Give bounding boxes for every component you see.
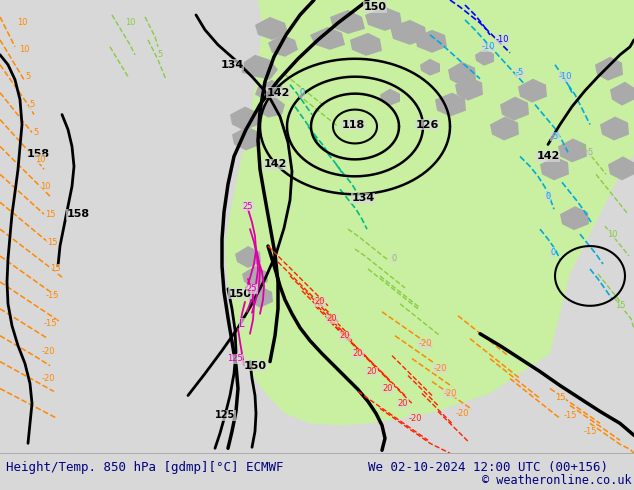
Polygon shape xyxy=(260,97,285,118)
Text: 20: 20 xyxy=(353,349,363,358)
Text: 5: 5 xyxy=(25,72,30,81)
Text: 25: 25 xyxy=(243,202,253,211)
Text: -20: -20 xyxy=(41,374,55,383)
Polygon shape xyxy=(255,17,288,40)
Polygon shape xyxy=(490,117,519,141)
Text: -15: -15 xyxy=(583,427,597,436)
Text: 125: 125 xyxy=(227,354,243,363)
Polygon shape xyxy=(558,139,587,162)
Polygon shape xyxy=(242,266,268,288)
Text: 5: 5 xyxy=(587,148,593,157)
Text: 10: 10 xyxy=(19,45,29,54)
Text: -20: -20 xyxy=(455,409,469,418)
Text: 118: 118 xyxy=(341,120,365,129)
Text: 5: 5 xyxy=(157,50,163,59)
Text: 158: 158 xyxy=(67,209,89,219)
Polygon shape xyxy=(380,89,400,105)
Polygon shape xyxy=(230,107,259,130)
Polygon shape xyxy=(350,33,382,56)
Text: 15: 15 xyxy=(47,238,57,246)
Polygon shape xyxy=(608,156,634,180)
Polygon shape xyxy=(475,49,494,66)
Text: 142: 142 xyxy=(263,159,287,170)
Polygon shape xyxy=(310,27,345,50)
Text: 142: 142 xyxy=(536,151,560,161)
Polygon shape xyxy=(420,59,440,76)
Polygon shape xyxy=(158,0,634,425)
Text: -5: -5 xyxy=(516,68,524,77)
Polygon shape xyxy=(500,97,529,121)
Polygon shape xyxy=(240,55,278,80)
Polygon shape xyxy=(455,77,483,100)
Text: 20: 20 xyxy=(327,314,337,323)
Polygon shape xyxy=(232,126,261,150)
Text: Height/Temp. 850 hPa [gdmp][°C] ECMWF: Height/Temp. 850 hPa [gdmp][°C] ECMWF xyxy=(6,462,284,474)
Polygon shape xyxy=(435,93,466,117)
Text: © weatheronline.co.uk: © weatheronline.co.uk xyxy=(482,474,631,487)
Text: 150: 150 xyxy=(363,2,387,12)
Polygon shape xyxy=(600,117,629,141)
Text: 0: 0 xyxy=(391,253,397,263)
Text: 15: 15 xyxy=(49,265,60,273)
Polygon shape xyxy=(365,7,402,31)
Text: 10: 10 xyxy=(16,19,27,27)
Polygon shape xyxy=(448,62,476,86)
Text: -20: -20 xyxy=(433,364,447,373)
Text: 5: 5 xyxy=(29,100,35,109)
Text: 20: 20 xyxy=(314,297,325,306)
Text: -10: -10 xyxy=(481,42,495,51)
Text: 150: 150 xyxy=(228,289,252,299)
Polygon shape xyxy=(248,286,273,308)
Text: We 02-10-2024 12:00 UTC (00+156): We 02-10-2024 12:00 UTC (00+156) xyxy=(368,462,608,474)
Polygon shape xyxy=(390,20,427,45)
Text: -15: -15 xyxy=(45,292,59,300)
Text: -20: -20 xyxy=(408,414,422,423)
Text: 0: 0 xyxy=(550,247,555,257)
Polygon shape xyxy=(595,57,623,81)
Polygon shape xyxy=(268,35,298,57)
Text: 20: 20 xyxy=(383,384,393,393)
Text: -20: -20 xyxy=(443,389,456,398)
Polygon shape xyxy=(540,156,569,180)
Polygon shape xyxy=(235,246,261,268)
Text: L: L xyxy=(239,319,245,329)
Text: -20: -20 xyxy=(41,347,55,356)
Text: 20: 20 xyxy=(366,367,377,376)
Text: -10: -10 xyxy=(495,35,508,45)
Text: 15: 15 xyxy=(555,393,566,402)
Text: 125: 125 xyxy=(215,411,235,420)
Polygon shape xyxy=(330,10,365,34)
Polygon shape xyxy=(560,206,589,230)
Text: 134: 134 xyxy=(221,60,243,70)
Text: -10: -10 xyxy=(559,72,572,81)
Text: -5: -5 xyxy=(551,132,559,141)
Text: 0: 0 xyxy=(299,88,304,97)
Text: 10: 10 xyxy=(125,19,135,27)
Polygon shape xyxy=(518,79,547,102)
Text: -15: -15 xyxy=(563,411,577,420)
Text: -20: -20 xyxy=(418,339,432,348)
Text: 10: 10 xyxy=(35,155,45,164)
Text: 126: 126 xyxy=(415,120,439,129)
Text: 134: 134 xyxy=(351,193,375,203)
Text: 5: 5 xyxy=(34,128,39,137)
Text: 10: 10 xyxy=(40,182,50,191)
Polygon shape xyxy=(415,30,447,53)
Text: 20: 20 xyxy=(398,399,408,408)
Text: 25: 25 xyxy=(247,284,257,294)
Text: 150: 150 xyxy=(243,361,266,370)
Text: -15: -15 xyxy=(43,319,57,328)
Text: 0: 0 xyxy=(545,192,550,201)
Text: 15: 15 xyxy=(45,210,55,219)
Text: 15: 15 xyxy=(615,301,625,310)
Text: 10: 10 xyxy=(607,230,618,239)
Text: 158: 158 xyxy=(27,149,49,159)
Text: 20: 20 xyxy=(340,331,350,340)
Polygon shape xyxy=(610,82,634,105)
Text: 142: 142 xyxy=(266,88,290,98)
Polygon shape xyxy=(255,80,282,99)
